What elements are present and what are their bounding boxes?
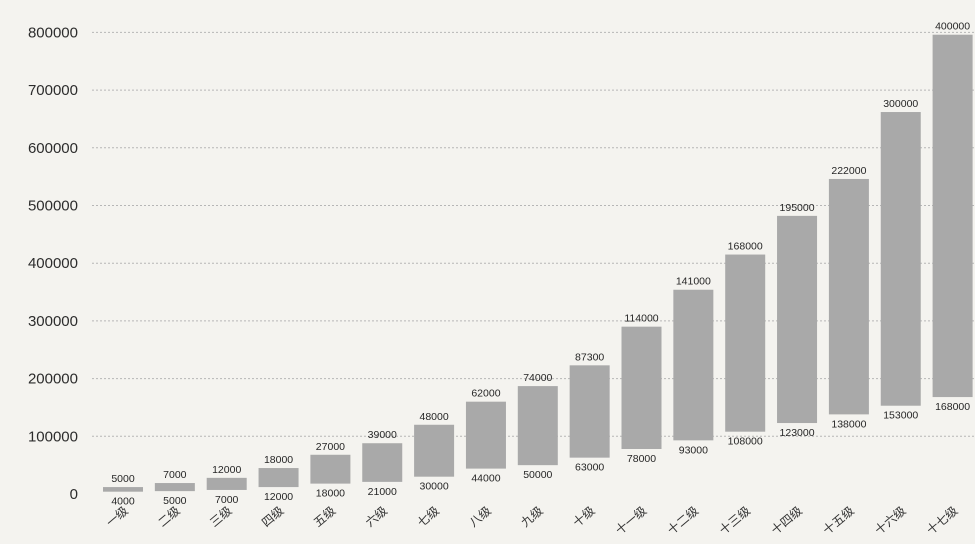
bar: [465, 401, 506, 469]
bar: [154, 483, 195, 492]
x-tick-label: 九级: [518, 504, 545, 530]
bar: [777, 215, 818, 424]
x-tick-label: 十四级: [768, 504, 805, 538]
bar-high-label: 7000: [163, 469, 187, 481]
bar-low-label: 153000: [883, 410, 918, 422]
x-axis-tick-labels: 一级 二级 三级 四级 五级 六级 七级 八级 九级 十级 十一级 十二级 十三级 十四级 十五级 十六级 十七…: [104, 504, 961, 538]
bar-low-label: 63000: [575, 462, 604, 474]
x-tick-label: 十五级: [820, 504, 857, 538]
bar: [828, 178, 869, 415]
bar-low-label: 4000: [111, 496, 135, 508]
bar-low-label: 7000: [215, 494, 239, 506]
x-tick-label: 十级: [570, 504, 597, 530]
x-tick-label: 五级: [311, 504, 338, 530]
bar-low-label: 50000: [523, 469, 552, 481]
y-tick-label: 0: [70, 486, 78, 503]
bar-low-label: 18000: [316, 488, 345, 500]
bar: [880, 112, 921, 406]
bar-low-label: 168000: [935, 401, 970, 413]
y-tick-label: 500000: [28, 198, 78, 215]
bar-low-label: 44000: [471, 473, 500, 485]
bar-low-label: 78000: [627, 453, 656, 465]
x-tick-label: 十七级: [924, 504, 961, 538]
bar-high-label: 74000: [523, 372, 552, 384]
x-tick-label: 十三级: [717, 504, 754, 538]
bar-high-label: 195000: [780, 202, 815, 214]
x-tick-label: 八级: [466, 504, 493, 530]
y-tick-label: 700000: [28, 82, 78, 99]
bar: [310, 454, 351, 484]
bar-low-label: 108000: [728, 436, 763, 448]
bar-high-label: 141000: [676, 276, 711, 288]
bar-high-label: 12000: [212, 464, 241, 476]
bar: [517, 386, 558, 466]
bar-high-label: 18000: [264, 454, 293, 466]
bars: [103, 34, 973, 492]
bar: [725, 254, 766, 432]
y-axis-tick-labels: 0 100000 200000 300000 400000 500000 600000 700…: [28, 24, 78, 503]
bar: [362, 443, 403, 482]
bar: [569, 365, 610, 458]
bar: [673, 289, 714, 441]
bar-high-label: 222000: [831, 165, 866, 177]
y-tick-label: 400000: [28, 255, 78, 272]
x-tick-label: 十六级: [872, 504, 909, 538]
y-tick-label: 300000: [28, 313, 78, 330]
bar-high-label: 39000: [368, 429, 397, 441]
bar-low-label: 93000: [679, 444, 708, 456]
bar-low-label: 21000: [368, 486, 397, 498]
y-tick-label: 800000: [28, 24, 78, 41]
bar: [258, 468, 299, 488]
x-tick-label: 十二级: [665, 504, 702, 538]
data-labels: 5000 4000 7000 5000 12000 7000 18000 12000 27000…: [111, 21, 970, 508]
x-tick-label: 七级: [415, 504, 442, 530]
bar-high-label: 5000: [111, 473, 135, 485]
bar-high-label: 114000: [624, 313, 658, 325]
bar-high-label: 300000: [883, 98, 918, 110]
x-tick-label: 三级: [207, 504, 234, 530]
bar-low-label: 12000: [264, 491, 293, 503]
bar-low-label: 5000: [163, 495, 187, 507]
y-tick-label: 100000: [28, 428, 78, 445]
x-tick-label: 四级: [259, 504, 286, 530]
bar: [414, 424, 455, 477]
bar-high-label: 62000: [471, 388, 500, 400]
bar: [932, 34, 973, 398]
bar: [206, 477, 247, 490]
x-tick-label: 十一级: [613, 504, 650, 538]
bar-high-label: 27000: [316, 441, 345, 453]
bar-high-label: 48000: [419, 411, 448, 423]
bar-low-label: 123000: [780, 427, 815, 439]
bar-low-label: 138000: [831, 418, 866, 430]
x-tick-label: 二级: [155, 504, 182, 530]
y-tick-label: 600000: [28, 140, 78, 157]
x-tick-label: 六级: [363, 504, 390, 530]
bar: [621, 326, 662, 449]
bar-high-label: 400000: [935, 21, 970, 33]
y-tick-label: 200000: [28, 371, 78, 388]
bar: [103, 487, 143, 492]
bar-high-label: 168000: [728, 241, 763, 253]
bar-low-label: 30000: [419, 481, 448, 493]
bar-high-label: 87300: [575, 351, 604, 363]
